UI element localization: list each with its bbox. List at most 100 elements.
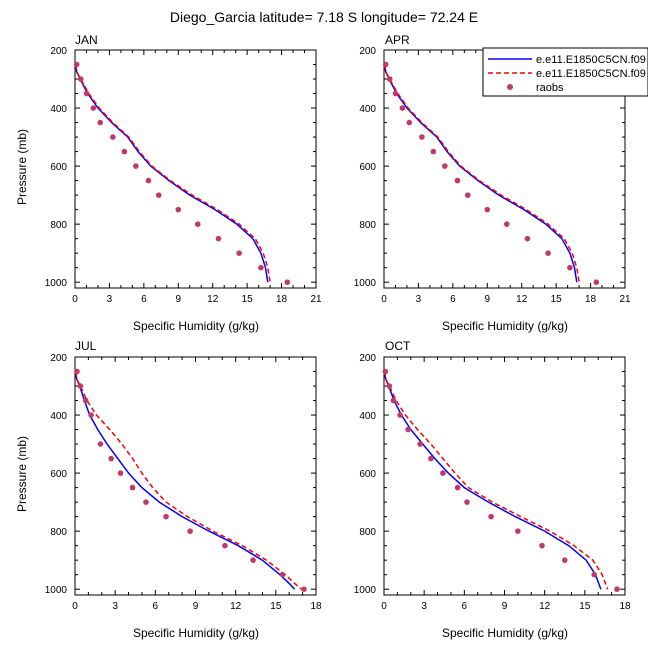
x-axis-label-jul: Specific Humidity (g/kg) bbox=[133, 626, 259, 640]
raobs-point-jul bbox=[143, 499, 149, 505]
raobs-point-oct bbox=[440, 470, 446, 476]
y-tick-label-jul: 400 bbox=[50, 411, 67, 422]
panel-apr: APR 0 3 6 9 12 15 18 21 200 400 600 800 1000 Specifi… bbox=[354, 33, 631, 333]
y-tick-label-oct: 800 bbox=[359, 527, 376, 538]
legend-swatch-raobs bbox=[507, 84, 513, 90]
raobs-point-apr bbox=[419, 134, 425, 140]
raobs-point-oct bbox=[614, 586, 620, 592]
raobs-point-jan bbox=[175, 206, 182, 213]
raobs-point-jan bbox=[194, 221, 201, 227]
raobs-point-oct bbox=[454, 484, 461, 491]
raobs-point-oct bbox=[397, 412, 403, 418]
raobs-point-jul bbox=[117, 470, 124, 476]
y-tick-label-apr: 600 bbox=[359, 162, 376, 173]
x-tick-label-jan: 6 bbox=[141, 294, 147, 305]
raobs-point-jul bbox=[82, 397, 89, 404]
panel-jan: JAN 0 3 6 9 12 15 18 21 200 400 600 800 1000 Specifi… bbox=[15, 33, 322, 333]
raobs-point-oct bbox=[539, 542, 545, 549]
raobs-point-jul bbox=[129, 484, 136, 491]
raobs-point-oct bbox=[515, 528, 521, 534]
panel-jul: JUL 0 3 6 9 12 15 18 200 400 600 800 1000 Specific … bbox=[15, 339, 322, 640]
x-tick-label-jan: 0 bbox=[72, 294, 78, 305]
raobs-point-jul bbox=[74, 368, 80, 375]
x-tick-label-jul: 9 bbox=[193, 601, 199, 612]
raobs-point-jan bbox=[133, 163, 139, 169]
axes-frame-jan bbox=[74, 49, 317, 289]
raobs-point-oct bbox=[390, 397, 397, 404]
raobs-point-apr bbox=[430, 148, 437, 155]
raobs-point-apr bbox=[503, 221, 510, 227]
raobs-point-jan bbox=[258, 264, 264, 271]
x-axis-label-jan: Specific Humidity (g/kg) bbox=[133, 319, 259, 333]
x-tick-label-jan: 15 bbox=[242, 294, 254, 305]
series1-line-apr bbox=[383, 64, 578, 283]
y-axis-label-jul: Pressure (mb) bbox=[15, 436, 29, 512]
x-tick-label-apr: 18 bbox=[585, 294, 597, 305]
series2-line-jan bbox=[74, 64, 271, 283]
raobs-point-jul bbox=[97, 441, 104, 447]
raobs-point-jul bbox=[250, 557, 256, 563]
axes-frame-jul bbox=[74, 356, 317, 596]
x-tick-label-apr: 3 bbox=[416, 294, 422, 305]
raobs-point-apr bbox=[454, 177, 461, 184]
raobs-point-jan bbox=[121, 148, 128, 155]
series1-line-jul bbox=[74, 371, 296, 590]
raobs-point-jan bbox=[236, 250, 242, 256]
raobs-point-apr bbox=[406, 119, 413, 126]
x-tick-label-apr: 21 bbox=[619, 294, 631, 305]
x-tick-label-oct: 15 bbox=[579, 601, 591, 612]
x-tick-label-apr: 12 bbox=[516, 294, 528, 305]
x-tick-label-apr: 9 bbox=[485, 294, 491, 305]
y-axis-label-jan: Pressure (mb) bbox=[15, 129, 29, 205]
raobs-point-apr bbox=[399, 105, 406, 111]
panel-label-oct: OCT bbox=[385, 339, 411, 353]
y-tick-label-jan: 600 bbox=[50, 162, 67, 173]
series1-line-jan bbox=[74, 64, 269, 283]
raobs-point-apr bbox=[545, 250, 551, 256]
legend-label-series1: e.e11.E1850C5CN.f09 bbox=[536, 54, 646, 66]
x-tick-label-oct: 9 bbox=[502, 601, 508, 612]
plot-area-jan: 0 3 6 9 12 15 18 21 200 400 600 800 1000 bbox=[45, 46, 322, 305]
raobs-point-apr bbox=[392, 90, 399, 97]
y-tick-label-apr: 400 bbox=[359, 104, 376, 115]
x-tick-label-oct: 0 bbox=[381, 601, 387, 612]
raobs-point-apr bbox=[464, 192, 471, 198]
legend: e.e11.E1850C5CN.f09 e.e11.E1850C5CN.f09 … bbox=[482, 47, 648, 97]
raobs-point-jan bbox=[215, 235, 222, 242]
raobs-point-jan bbox=[90, 105, 97, 111]
series2-line-apr bbox=[383, 64, 580, 283]
axes-frame-oct bbox=[383, 356, 626, 596]
raobs-point-oct bbox=[382, 368, 389, 375]
y-tick-label-apr: 800 bbox=[359, 220, 376, 231]
raobs-point-jul bbox=[279, 571, 286, 578]
raobs-point-jan bbox=[284, 279, 291, 285]
raobs-point-oct bbox=[561, 557, 568, 563]
raobs-point-oct bbox=[488, 513, 494, 520]
x-tick-label-jan: 18 bbox=[276, 294, 288, 305]
raobs-point-jul bbox=[108, 455, 114, 462]
plot-area-oct: 0 3 6 9 12 15 18 200 400 600 800 1000 bbox=[354, 353, 631, 612]
raobs-point-jul bbox=[88, 412, 94, 418]
raobs-point-apr bbox=[442, 163, 448, 169]
y-tick-label-oct: 1000 bbox=[354, 585, 377, 596]
x-tick-label-jan: 9 bbox=[176, 294, 182, 305]
plot-area-apr: 0 3 6 9 12 15 18 21 200 400 600 800 1000 bbox=[354, 46, 631, 305]
series1-line-oct bbox=[383, 371, 602, 590]
x-tick-label-jul: 6 bbox=[153, 601, 159, 612]
x-tick-label-jul: 0 bbox=[72, 601, 78, 612]
y-tick-label-jan: 200 bbox=[50, 46, 67, 57]
x-tick-label-jan: 3 bbox=[107, 294, 113, 305]
y-tick-label-oct: 600 bbox=[359, 469, 376, 480]
x-tick-label-jul: 15 bbox=[270, 601, 282, 612]
x-tick-label-jan: 21 bbox=[310, 294, 322, 305]
raobs-point-jan bbox=[73, 61, 80, 68]
y-tick-label-jul: 200 bbox=[50, 353, 67, 364]
y-tick-label-apr: 200 bbox=[359, 46, 376, 57]
raobs-point-oct bbox=[405, 426, 411, 433]
panel-label-apr: APR bbox=[385, 33, 410, 47]
raobs-point-apr bbox=[382, 61, 389, 68]
y-tick-label-jul: 800 bbox=[50, 527, 67, 538]
figure-title: Diego_Garcia latitude= 7.18 S longitude=… bbox=[170, 9, 478, 25]
raobs-point-jan bbox=[97, 119, 104, 126]
raobs-point-jul bbox=[222, 542, 228, 549]
